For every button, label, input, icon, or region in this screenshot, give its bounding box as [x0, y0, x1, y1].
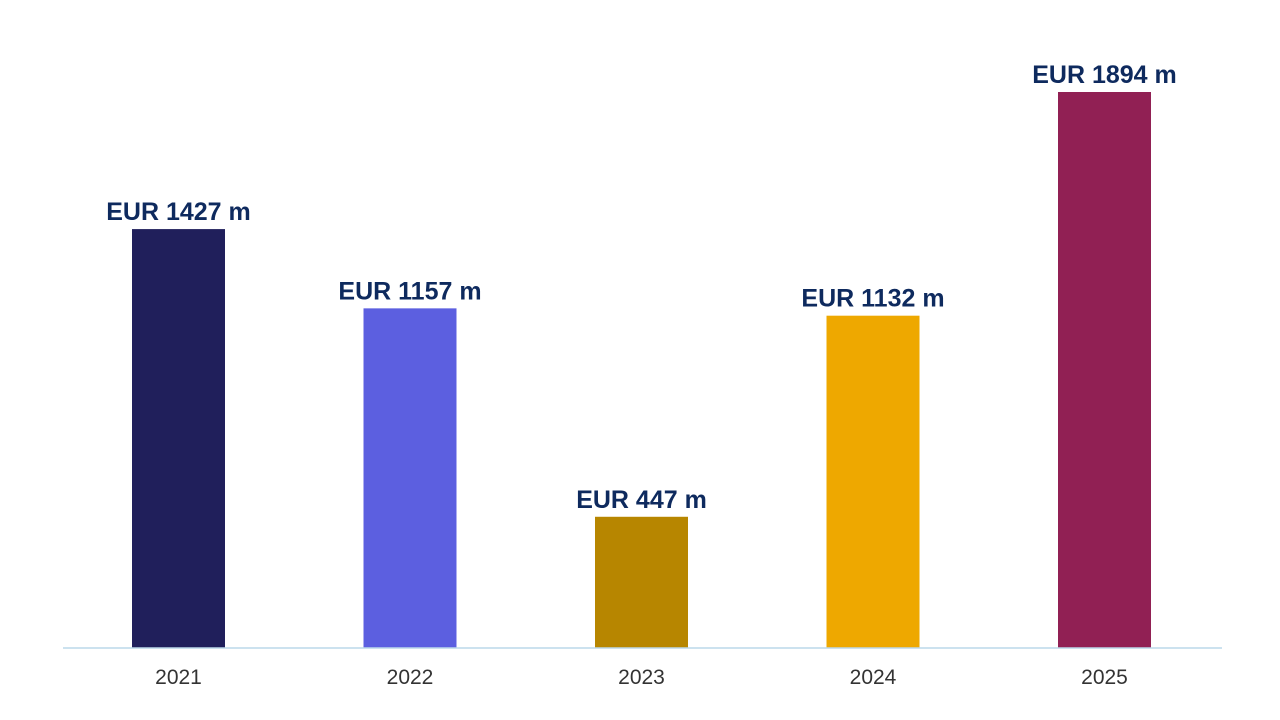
bar-2025	[1058, 92, 1151, 648]
x-tick-labels-group: 2021 2022 2023 2024 2025	[155, 666, 1128, 689]
x-tick-label-2024: 2024	[850, 666, 897, 689]
x-tick-label-2021: 2021	[155, 666, 202, 689]
bar-2024	[826, 315, 920, 648]
data-labels-group: EUR 1427 m EUR 1157 m EUR 447 m EUR 1132 m E…	[106, 61, 1177, 514]
data-label-2024: EUR 1132 m	[801, 285, 944, 313]
bars-group	[132, 92, 1151, 649]
x-tick-label-2022: 2022	[387, 666, 434, 689]
data-label-2021: EUR 1427 m	[106, 198, 251, 226]
x-tick-label-2025: 2025	[1081, 666, 1128, 689]
data-label-2023: EUR 447 m	[576, 486, 707, 514]
bar-2023	[595, 516, 688, 648]
bar-2021	[132, 229, 225, 649]
data-label-2025: EUR 1894 m	[1032, 61, 1177, 89]
bar-2022	[363, 308, 457, 648]
data-label-2022: EUR 1157 m	[338, 277, 481, 305]
x-tick-label-2023: 2023	[618, 666, 665, 689]
